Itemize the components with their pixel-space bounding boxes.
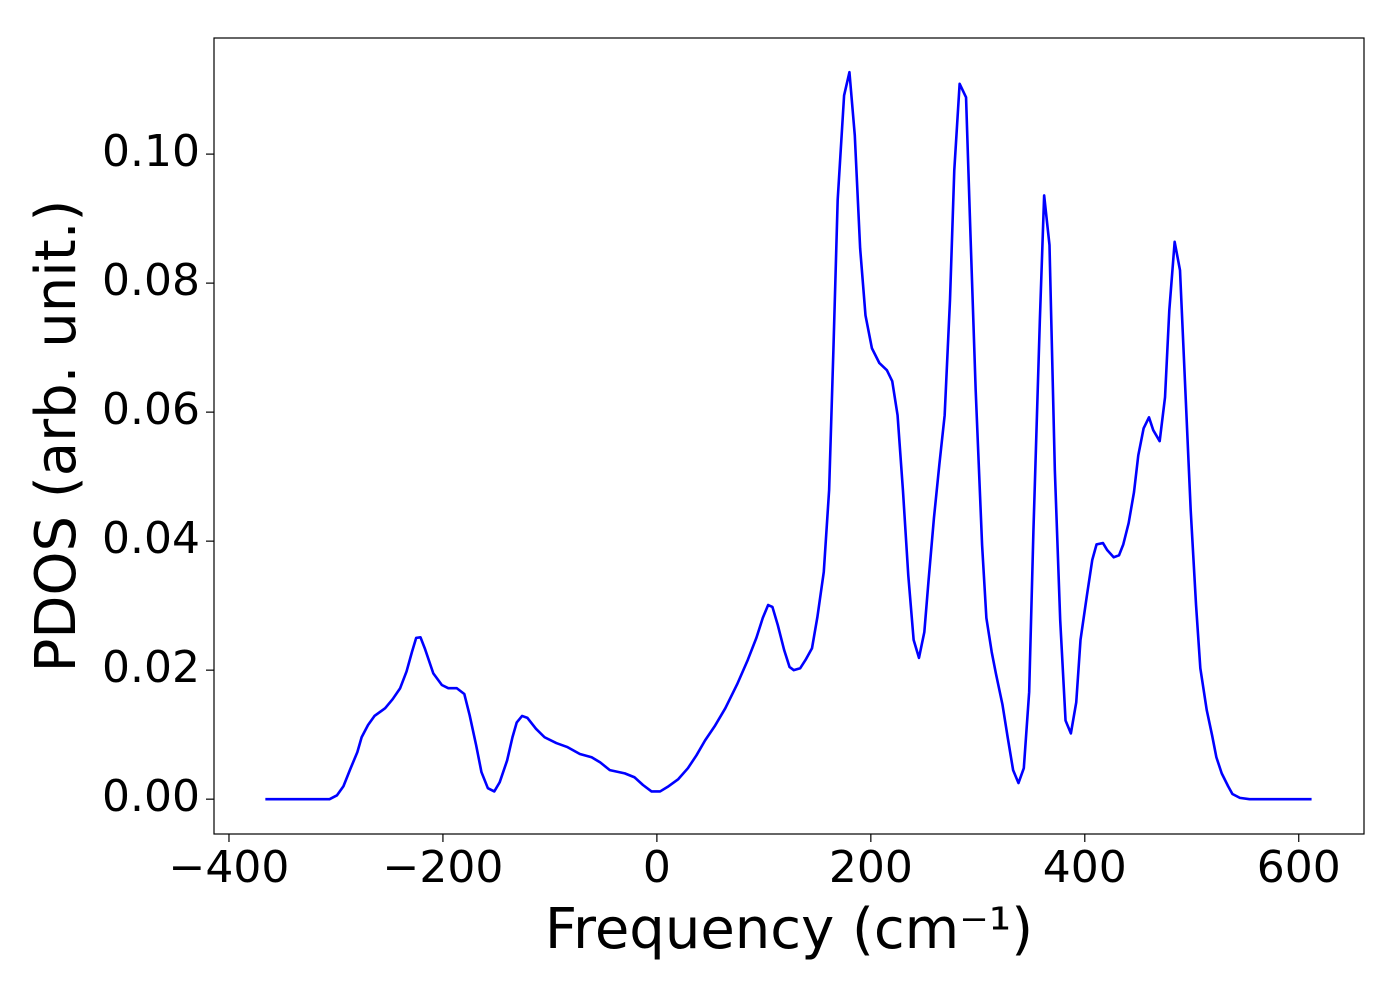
x-tick-label: 600 bbox=[1257, 842, 1341, 893]
x-axis-label: Frequency (cm⁻¹) bbox=[545, 897, 1033, 962]
y-axis-label: PDOS (arb. unit.) bbox=[24, 200, 89, 673]
x-tick-label: 200 bbox=[829, 842, 913, 893]
x-tick-label: 400 bbox=[1043, 842, 1127, 893]
y-tick-label: 0.10 bbox=[102, 126, 200, 177]
x-tick-label: −400 bbox=[169, 842, 290, 893]
y-tick-label: 0.04 bbox=[102, 513, 200, 564]
y-tick-label: 0.08 bbox=[102, 255, 200, 306]
y-tick-label: 0.02 bbox=[102, 642, 200, 693]
axes-frame bbox=[213, 37, 1365, 835]
data-line bbox=[265, 70, 1312, 801]
x-tick-label: −200 bbox=[383, 842, 504, 893]
y-tick-label: 0.06 bbox=[102, 384, 200, 435]
y-tick-label: 0.00 bbox=[102, 771, 200, 822]
x-tick-label: 0 bbox=[643, 842, 671, 893]
